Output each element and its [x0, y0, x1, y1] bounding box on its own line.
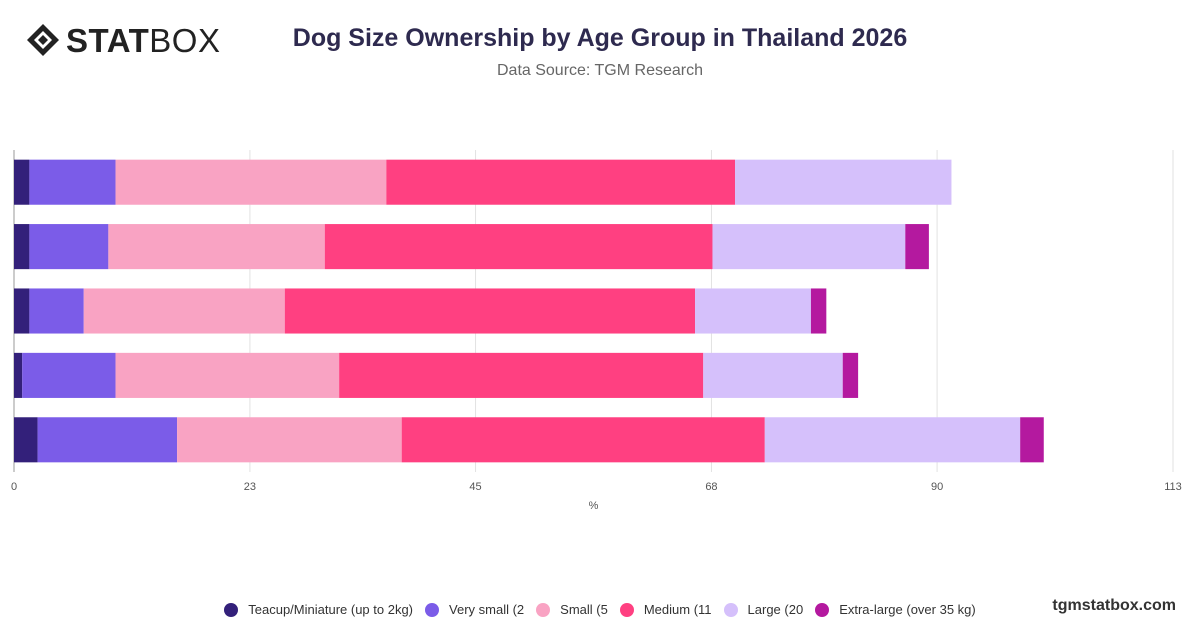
legend-item[interactable]: Extra-large (over 35 kg): [815, 602, 976, 617]
legend-marker-icon: [425, 602, 440, 617]
bar-segment[interactable]: [810, 288, 827, 334]
bar-segment[interactable]: [83, 288, 285, 334]
bars: [14, 159, 1044, 463]
x-tick-label: 90: [931, 481, 943, 493]
bar-segment[interactable]: [29, 224, 109, 270]
bar-segment[interactable]: [37, 417, 178, 463]
bar-segment[interactable]: [324, 224, 713, 270]
legend-item[interactable]: Teacup/Miniature (up to 2kg): [224, 602, 413, 617]
bar-segment[interactable]: [14, 224, 30, 270]
bar-segment[interactable]: [703, 352, 843, 398]
bar-segment[interactable]: [842, 352, 859, 398]
legend-marker-icon: [224, 602, 239, 617]
bar-segment[interactable]: [284, 288, 696, 334]
x-axis-title: %: [589, 500, 599, 512]
legend-label: Very small (2: [449, 602, 525, 617]
x-tick-label: 68: [705, 481, 717, 493]
bar-segment[interactable]: [115, 159, 387, 205]
x-tick-label: 23: [244, 481, 256, 493]
stacked-bar-chart: 0 23 45 68 90 113%: [11, 150, 1182, 512]
bar-segment[interactable]: [115, 352, 340, 398]
bar-segment[interactable]: [108, 224, 325, 270]
bar-segment[interactable]: [386, 159, 736, 205]
legend-item[interactable]: Large (20: [723, 602, 804, 617]
x-tick-label: 0: [11, 481, 17, 493]
bar-segment[interactable]: [905, 224, 929, 270]
logo-text-light: BOX: [149, 21, 221, 59]
legend-marker-icon: [619, 602, 634, 617]
logo-wordmark: STATBOX: [66, 24, 220, 57]
bar-segment[interactable]: [14, 288, 30, 334]
chart-title: Dog Size Ownership by Age Group in Thail…: [292, 24, 908, 52]
legend-marker-icon: [536, 602, 551, 617]
legend-label: Extra-large (over 35 kg): [839, 602, 976, 617]
bar-segment[interactable]: [712, 224, 906, 270]
bar-segment[interactable]: [401, 417, 765, 463]
bar-segment[interactable]: [14, 352, 23, 398]
legend-label: Large (20: [747, 602, 804, 617]
bar-segment[interactable]: [29, 288, 84, 334]
bar-segment[interactable]: [22, 352, 116, 398]
x-tick-label: 45: [469, 481, 481, 493]
bar-segment[interactable]: [764, 417, 1021, 463]
bar-segment[interactable]: [177, 417, 402, 463]
bar-segment[interactable]: [735, 159, 952, 205]
chart-subtitle: Data Source: TGM Research: [496, 62, 703, 79]
diamond-logo-icon: [27, 24, 59, 56]
x-tick-label: 113: [1164, 481, 1182, 493]
bar-segment[interactable]: [339, 352, 704, 398]
legend: Teacup/Miniature (up to 2kg) Very small (…: [0, 602, 1200, 617]
legend-label: Teacup/Miniature (up to 2kg): [248, 602, 414, 617]
statbox-logo: STATBOX: [26, 20, 220, 60]
legend-marker-icon: [723, 602, 738, 617]
bar-segment[interactable]: [14, 417, 38, 463]
bar-segment[interactable]: [695, 288, 811, 334]
legend-item[interactable]: Small (5: [536, 602, 608, 617]
x-axis: 0 23 45 68 90 113%: [11, 481, 1182, 512]
bar-segment[interactable]: [1020, 417, 1044, 463]
bar-segment[interactable]: [29, 159, 116, 205]
logo-text-strong: STAT: [66, 21, 150, 59]
watermark: tgmstatbox.com: [1052, 597, 1176, 614]
legend-label: Small (5: [560, 602, 608, 617]
legend-marker-icon: [815, 602, 830, 617]
legend-item[interactable]: Very small (2: [425, 602, 524, 617]
legend-item[interactable]: Medium (11: [619, 602, 712, 617]
bar-segment[interactable]: [14, 159, 30, 205]
legend-label: Medium (11: [643, 602, 712, 617]
